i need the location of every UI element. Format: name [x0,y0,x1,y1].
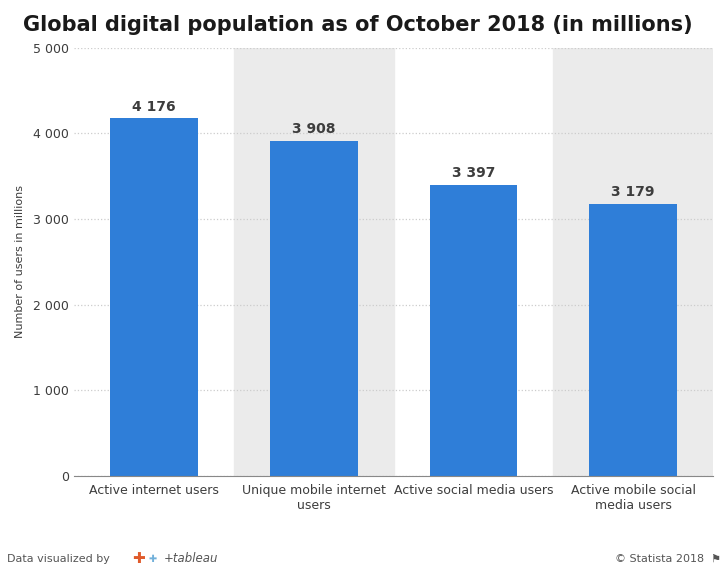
Text: 4 176: 4 176 [132,100,176,113]
Bar [553,48,713,476]
Text: 3 179: 3 179 [612,185,655,199]
Bar [270,141,357,476]
Text: +tableau: +tableau [164,552,218,565]
Text: Global digital population as of October 2018 (in millions): Global digital population as of October … [23,15,693,35]
Y-axis label: Number of users in millions: Number of users in millions [15,185,25,338]
Text: 3 908: 3 908 [292,123,336,136]
Bar [110,118,198,476]
Bar [234,48,394,476]
Text: Data visualized by: Data visualized by [7,554,110,564]
Text: ✚: ✚ [132,551,145,566]
Bar [589,203,677,476]
Text: © Statista 2018  ⚑: © Statista 2018 ⚑ [614,554,721,564]
Text: 3 397: 3 397 [452,166,495,180]
Bar [430,185,518,476]
Text: ✚: ✚ [149,554,157,564]
